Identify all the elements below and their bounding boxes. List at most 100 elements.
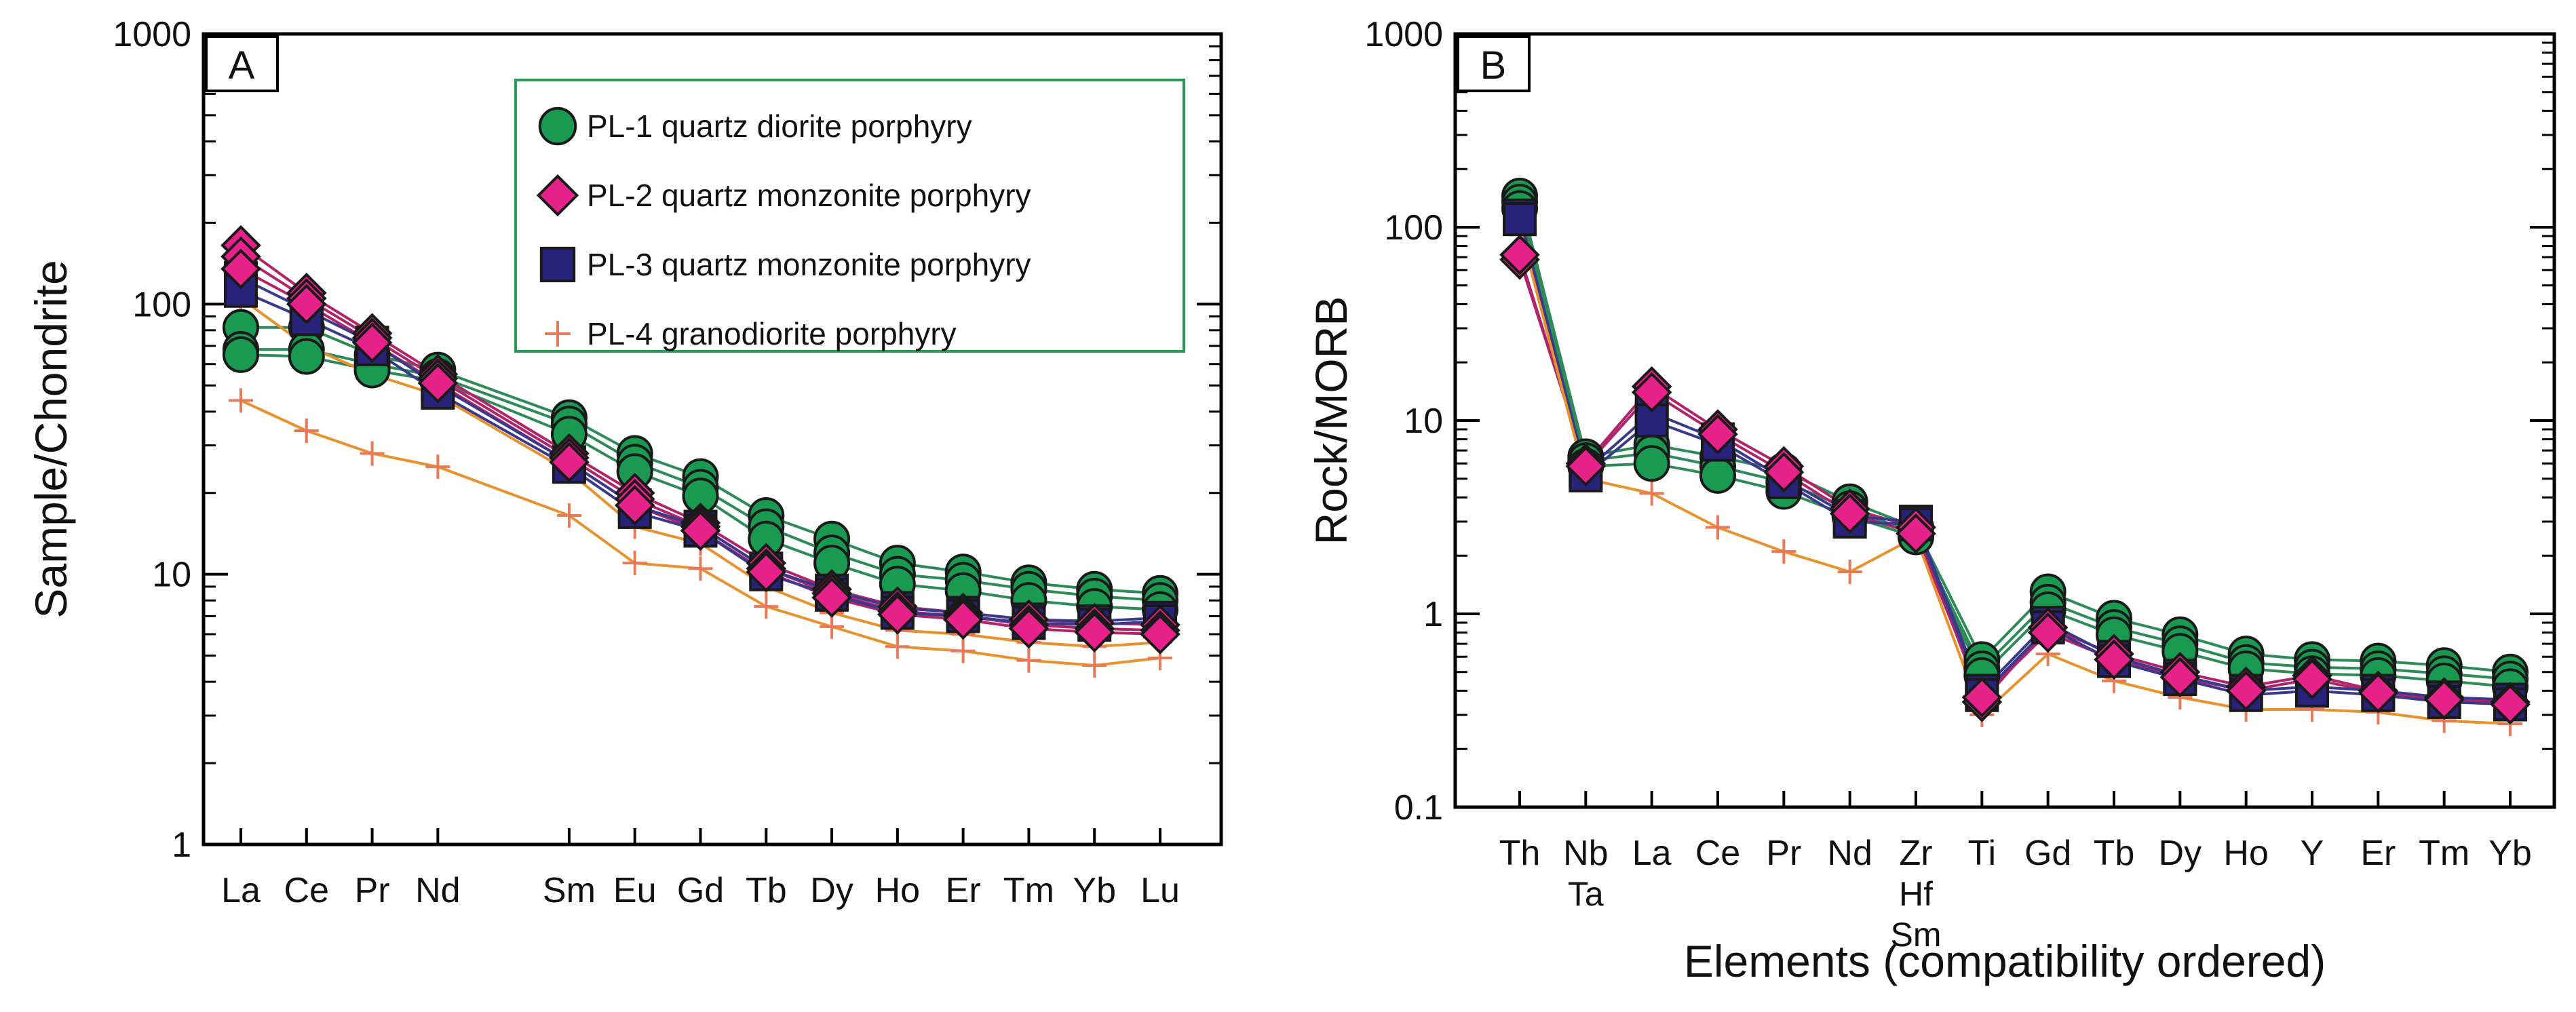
panel-label-text: A — [229, 43, 255, 87]
y-tick-label: 1 — [172, 825, 191, 865]
data-point-pl-4 — [1837, 560, 1862, 585]
data-point-pl-2 — [1763, 452, 1805, 493]
x-tick-label: Gd — [677, 871, 724, 910]
data-point-pl-2 — [2292, 659, 2332, 699]
y-tick-label: 100 — [132, 285, 191, 324]
legend-marker-pl-1 — [538, 106, 577, 146]
legend-label-pl-4: PL-4 granodiorite porphyry — [587, 316, 957, 351]
x-tick-label: Ce — [284, 871, 329, 910]
data-point-pl-2 — [549, 442, 590, 483]
legend-marker-pl-3 — [539, 246, 576, 283]
x-tick-label: Zr — [1899, 834, 1932, 873]
y-tick-label: 10 — [152, 556, 191, 595]
data-point-pl-2 — [2490, 684, 2531, 725]
x-tick-label: Nb — [1563, 834, 1608, 873]
y-tick-label: 1 — [1423, 595, 1443, 634]
x-tick-label: Dy — [810, 871, 853, 910]
data-point-pl-2 — [1008, 608, 1050, 649]
y-axis-title: Sample/Chondrite — [26, 260, 76, 618]
data-point-pl-2 — [2094, 639, 2134, 680]
panel-label: B — [1457, 35, 1531, 92]
panel-label-box — [205, 35, 279, 92]
data-point-pl-2 — [1896, 513, 1936, 554]
data-point-pl-4 — [622, 551, 647, 576]
series-line-pl-4 — [1518, 227, 2511, 726]
data-point-pl-2 — [877, 594, 918, 635]
data-point-pl-2 — [942, 599, 984, 640]
x-tick-label: Ce — [1695, 834, 1740, 873]
series-line-pl-2 — [1518, 254, 2511, 706]
data-point-pl-2 — [1074, 612, 1115, 653]
panel-a: 1 10 100 1000 La Ce Pr Nd Sm Eu Gd Tb Dy Ho Er Tm Yb Lu A S… — [26, 15, 1223, 910]
x-tick-label: Tm — [2419, 834, 2469, 873]
legend-label-pl-3: PL-3 quartz monzonite porphyry — [587, 247, 1031, 282]
data-point-pl-4 — [1706, 515, 1730, 540]
y-axis-title: Rock/MORB — [1306, 296, 1356, 545]
x-tick-label: Tb — [2094, 834, 2135, 873]
data-point-pl-4 — [688, 556, 713, 581]
data-point-pl-2 — [2225, 670, 2267, 712]
series-line-pl-1 — [1518, 201, 2511, 681]
x-tick-label: Ti — [1968, 834, 1996, 873]
data-point-pl-2 — [1829, 493, 1870, 534]
x-tick-label: Tb — [746, 871, 787, 910]
x-tick-label: Yb — [1073, 871, 1116, 910]
y-tick-label: 0.1 — [1394, 788, 1443, 828]
x-tick-label: Lu — [1140, 871, 1180, 910]
x-tick-label: Y — [2301, 834, 2324, 873]
x-tick-label: Ho — [875, 871, 920, 910]
panel-label: A — [205, 35, 279, 92]
x-tick-label: La — [221, 871, 261, 910]
data-point-pl-4 — [1771, 539, 1796, 564]
x-tick-label: Sm — [543, 871, 596, 910]
legend-marker-pl-4 — [545, 321, 571, 347]
data-point-pl-1 — [288, 338, 325, 375]
data-point-pl-2 — [2159, 657, 2201, 698]
x-tick-label: Nd — [415, 871, 460, 910]
data-point-pl-2 — [1565, 446, 1607, 487]
x-tick-label: Ho — [2223, 834, 2268, 873]
legend-label-pl-1: PL-1 quartz diorite porphyry — [587, 109, 972, 144]
data-point-pl-2 — [1140, 614, 1180, 655]
data-point-pl-4 — [425, 454, 450, 480]
data-point-pl-4 — [556, 503, 581, 528]
x-tick-label: Pr — [355, 871, 390, 910]
series-line-pl-4 — [240, 399, 1161, 667]
data-point-pl-2 — [286, 284, 327, 325]
x-tick-label: Nd — [1827, 834, 1872, 873]
x-tick-label: Er — [946, 871, 981, 910]
y-tick-label: 1000 — [1364, 15, 1443, 54]
data-point-pl-2 — [220, 248, 261, 290]
x-axis-title: Elements (compatibility ordered) — [1684, 936, 2326, 986]
data-point-pl-1 — [1699, 456, 1736, 494]
panel-label-text: B — [1480, 43, 1507, 87]
x-sub-label: Sm — [1891, 916, 1942, 954]
panel-label-box — [1457, 35, 1531, 92]
data-point-pl-2 — [2423, 679, 2465, 720]
data-point-pl-1 — [1633, 445, 1670, 482]
x-tick-label: Gd — [2024, 834, 2071, 873]
data-point-pl-2 — [2358, 672, 2399, 714]
data-point-pl-2 — [680, 510, 721, 551]
x-tick-label: Eu — [613, 871, 657, 910]
data-point-pl-2 — [1631, 372, 1672, 413]
data-point-pl-4 — [294, 418, 319, 443]
legend: PL-1 quartz diorite porphyry PL-2 quartz … — [514, 79, 1185, 353]
data-point-pl-2 — [1961, 677, 2003, 718]
data-point-pl-2 — [1499, 234, 1540, 275]
data-point-pl-4 — [1639, 481, 1664, 506]
x-tick-label: Yb — [2488, 834, 2532, 873]
x-tick-label: Dy — [2159, 834, 2202, 873]
data-point-pl-2 — [614, 485, 655, 526]
x-tick-label: Tm — [1003, 871, 1054, 910]
data-point-pl-2 — [811, 577, 852, 618]
data-point-pl-2 — [351, 322, 393, 363]
legend-marker-pl-2 — [536, 174, 579, 217]
data-point-pl-4 — [229, 388, 253, 413]
plot-frame — [201, 32, 1223, 846]
data-point-pl-4 — [360, 441, 385, 466]
x-tick-label: Pr — [1766, 834, 1801, 873]
x-tick-label: Er — [2360, 834, 2396, 873]
x-sub-label: Ta — [1568, 875, 1604, 913]
